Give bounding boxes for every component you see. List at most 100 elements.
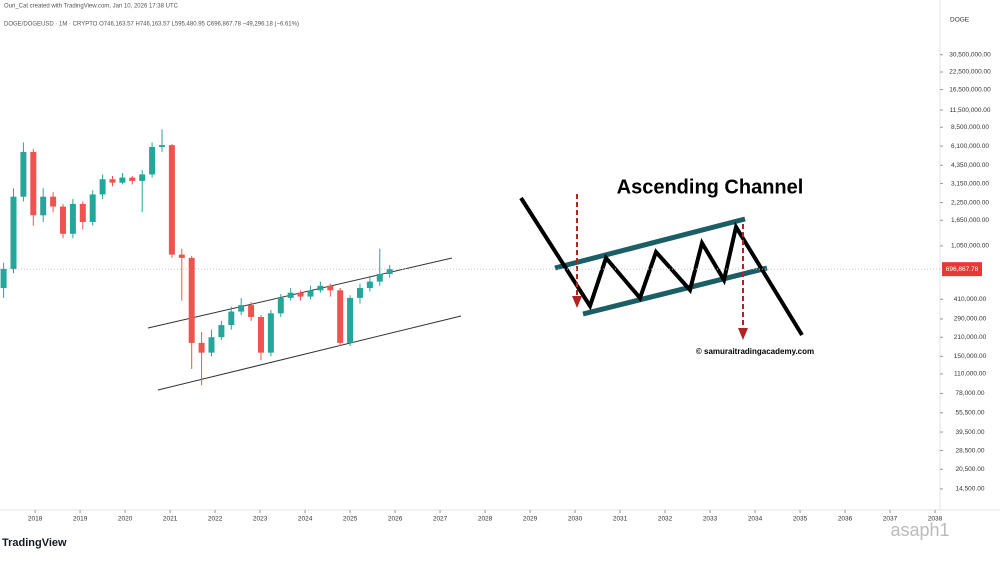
y-tick-label: 150,000.00 <box>954 353 987 360</box>
y-tick-label: 3,150,000.00 <box>951 180 989 187</box>
candle-body <box>257 316 264 353</box>
watermark: asaph1 <box>890 520 949 540</box>
x-tick-label: 2018 <box>28 516 43 523</box>
header-credit: Ouri_Cat created with TradingView.com, J… <box>4 4 179 10</box>
brand: TradingView <box>2 537 67 549</box>
candle-body <box>30 151 37 216</box>
candle-body <box>267 313 274 353</box>
x-tick-label: 2029 <box>523 516 538 523</box>
y-tick-label: 11,500,000.00 <box>949 107 990 114</box>
y-tick-label: 55,500.00 <box>956 409 985 416</box>
y-tick-label: 78,000.00 <box>956 390 985 397</box>
header-ohlc: DOGE/DOGEUSD · 1M · CRYPTO O746,163.57 H… <box>4 22 299 28</box>
x-tick-label: 2037 <box>883 516 898 523</box>
candle-body <box>0 268 7 289</box>
x-tick-label: 2022 <box>208 516 223 523</box>
candle-body <box>376 273 383 282</box>
candle-body <box>317 285 324 291</box>
y-tick-label: 290,000.00 <box>954 316 987 323</box>
last-price-tag <box>942 262 982 277</box>
y-tick-label: 39,500.00 <box>956 429 985 436</box>
diagram-credit: © samuraitradingacademy.com <box>696 347 814 356</box>
x-tick-label: 2024 <box>298 516 313 523</box>
candle-body <box>119 177 126 183</box>
y-tick-label: 22,500,000.00 <box>949 69 991 76</box>
y-tick-label: 14,500.00 <box>956 486 985 493</box>
x-tick-label: 2033 <box>703 516 718 523</box>
candle-body <box>89 194 96 222</box>
x-tick-label: 2032 <box>658 516 673 523</box>
y-tick-label: 20,500.00 <box>956 466 985 473</box>
candle-body <box>99 179 106 195</box>
candle-body <box>20 151 27 197</box>
y-tick-label: 4,350,000.00 <box>951 162 989 169</box>
x-tick-label: 2025 <box>343 516 358 523</box>
candle-body <box>40 196 47 216</box>
x-tick-label: 2036 <box>838 516 853 523</box>
candle-body <box>178 254 185 258</box>
candle-body <box>149 146 156 175</box>
y-tick-label: 2,250,000.00 <box>951 199 989 206</box>
x-tick-label: 2020 <box>118 516 133 523</box>
candle-body <box>218 325 225 338</box>
candle-body <box>188 257 195 343</box>
channel-lower-line <box>157 315 462 391</box>
y-tick-label: 210,000.00 <box>954 334 987 341</box>
x-tick-label: 2034 <box>748 516 763 523</box>
candle-body <box>208 337 215 353</box>
candle-body <box>228 311 235 326</box>
diagram-title: Ascending Channel <box>617 176 804 198</box>
x-tick-label: 2028 <box>478 516 493 523</box>
channel-diagram: Ascending Channel © samuraitradingacadem… <box>519 176 814 356</box>
x-tick-label: 2019 <box>73 516 88 523</box>
candle-body <box>59 206 66 234</box>
candle-body <box>50 196 57 207</box>
candle-body <box>238 305 245 312</box>
symbol-label: DOGE <box>950 17 970 24</box>
candle-body <box>347 297 354 343</box>
x-tick-label: 2027 <box>433 516 448 523</box>
y-tick-label: 410,000.00 <box>954 296 987 303</box>
candle-body <box>307 290 314 297</box>
arrow-head <box>572 296 582 308</box>
x-tick-label: 2030 <box>568 516 583 523</box>
y-tick-label: 16,500,000.00 <box>949 86 991 93</box>
x-tick-label: 2026 <box>388 516 403 523</box>
x-tick-label: 2035 <box>793 516 808 523</box>
y-tick-label: 1,650,000.00 <box>951 217 989 224</box>
candle-body <box>386 269 393 274</box>
candle-body <box>158 145 165 147</box>
y-tick-label: 8,500,000.00 <box>951 124 989 131</box>
candle-body <box>109 179 116 183</box>
candle-body <box>337 290 344 343</box>
arrow-head <box>738 328 748 340</box>
y-tick-label: 1,050,000.00 <box>951 243 989 250</box>
candle-body <box>139 174 146 181</box>
last-price-label: 696,867.78 <box>946 266 979 273</box>
diagram-upper-line <box>554 216 746 271</box>
candle-body <box>287 292 294 298</box>
y-tick-label: 30,500,000.00 <box>949 51 991 58</box>
diagram-lower-line <box>582 265 768 317</box>
candle-body <box>366 281 373 289</box>
candle-body <box>10 196 17 269</box>
price-path <box>519 196 804 337</box>
x-tick-label: 2038 <box>928 516 943 523</box>
y-tick-label: 6,100,000.00 <box>951 143 989 150</box>
candle-body <box>79 203 86 222</box>
x-tick-label: 2021 <box>163 516 178 523</box>
y-tick-label: 110,000.00 <box>954 371 986 378</box>
candle-body <box>297 292 304 297</box>
x-tick-label: 2031 <box>613 516 628 523</box>
candle-body <box>248 305 255 317</box>
candle-body <box>69 203 76 234</box>
candle-body <box>356 288 363 298</box>
candle-body <box>277 297 284 314</box>
y-tick-label: 28,500.00 <box>956 447 985 454</box>
candle-body <box>198 342 205 353</box>
candle-body <box>129 177 136 181</box>
x-tick-label: 2023 <box>253 516 268 523</box>
candle-body <box>168 145 175 255</box>
